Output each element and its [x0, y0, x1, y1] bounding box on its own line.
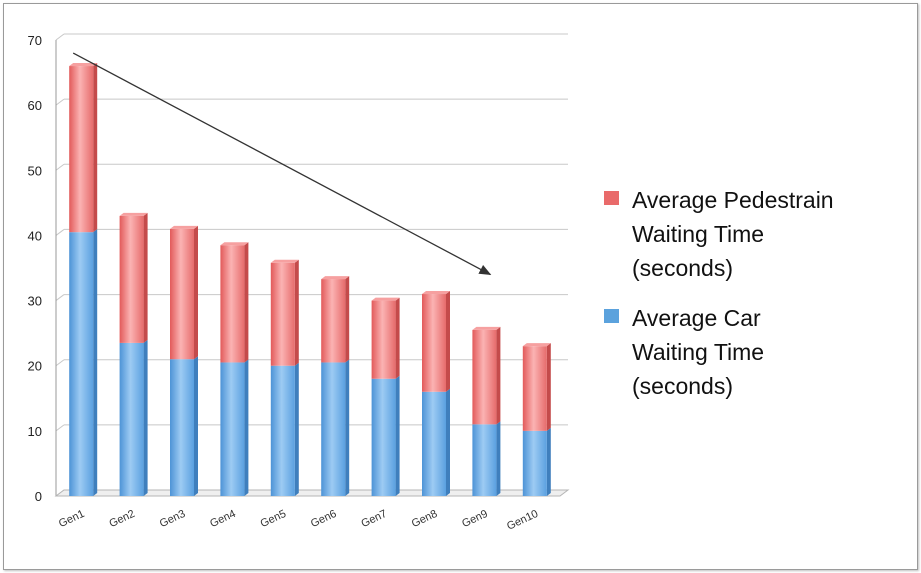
- legend-swatch-car: [604, 309, 619, 323]
- bar-segment-car: [472, 424, 497, 496]
- y-tick-label: 40: [28, 228, 42, 243]
- bar-side-car: [345, 359, 350, 496]
- bar-segment-car: [270, 365, 295, 496]
- legend-label-pedestrian: Average Pedestrain Waiting Time (seconds…: [632, 183, 914, 285]
- bar-side-pedestrian: [143, 212, 148, 343]
- y-tick-label: 30: [28, 294, 42, 309]
- x-category-label: Gen7: [359, 508, 388, 530]
- bar-side-pedestrian: [496, 326, 501, 425]
- bar-segment-car: [321, 362, 346, 496]
- bar-side-car: [93, 229, 98, 496]
- bar-segment-pedestrian: [170, 228, 194, 360]
- bar-side-car: [294, 362, 299, 496]
- x-category-label: Gen3: [158, 508, 187, 530]
- gridline-side: [55, 294, 65, 301]
- bar-segment-pedestrian: [422, 294, 446, 392]
- bar-side-pedestrian: [93, 63, 98, 233]
- gridline-side: [55, 163, 65, 171]
- bar-side-car: [244, 359, 249, 496]
- bar-segment-pedestrian: [472, 329, 497, 425]
- bar-segment-pedestrian: [119, 215, 144, 343]
- bar-top: [371, 297, 400, 301]
- legend-line: (seconds): [632, 373, 733, 399]
- bar-top: [69, 63, 98, 67]
- bar-segment-pedestrian: [321, 279, 346, 363]
- y-tick-label: 60: [28, 98, 42, 113]
- bar-segment-car: [522, 430, 547, 496]
- bar-segment-car: [69, 232, 94, 496]
- bar-segment-car: [220, 362, 245, 496]
- bar-side-pedestrian: [546, 343, 551, 431]
- x-category-label: Gen1: [57, 508, 86, 530]
- bar-top: [170, 225, 198, 229]
- bar-top: [119, 212, 148, 216]
- bar-top: [422, 291, 450, 295]
- gridline-side: [55, 98, 65, 106]
- bar-segment-car: [422, 391, 446, 496]
- bar-segment-pedestrian: [371, 300, 396, 379]
- x-category-label: Gen2: [107, 508, 136, 530]
- legend-line: Average Pedestrain: [632, 187, 834, 213]
- x-category-label: Gen6: [309, 508, 338, 530]
- x-category-label: Gen4: [208, 508, 237, 530]
- bar-side-pedestrian: [294, 259, 299, 366]
- bar-side-pedestrian: [194, 225, 198, 360]
- legend-line: Waiting Time: [632, 339, 765, 365]
- bar-segment-pedestrian: [69, 66, 94, 233]
- bar-side-pedestrian: [345, 276, 350, 363]
- bar-side-car: [395, 375, 400, 496]
- gridline-side: [55, 359, 65, 367]
- x-category-label: Gen10: [505, 508, 540, 533]
- bar-side-pedestrian: [446, 291, 450, 392]
- bar-side-car: [194, 356, 198, 496]
- bar-top: [270, 259, 299, 263]
- gridline-side: [55, 33, 65, 41]
- x-category-label: Gen9: [460, 508, 489, 530]
- legend-label-car: Average Car Waiting Time (seconds): [632, 301, 914, 403]
- legend-line: Average Car: [632, 305, 761, 331]
- y-tick-label: 70: [28, 33, 42, 48]
- bar-side-car: [446, 388, 450, 496]
- trend-arrow: [72, 52, 492, 276]
- gridline-side: [55, 229, 65, 236]
- legend-item-pedestrian: Average Pedestrain Waiting Time (seconds…: [604, 183, 914, 285]
- bar-top: [522, 343, 551, 347]
- x-axis-category-labels: Gen1 Gen2 Gen3 Gen4 Gen5 Gen6 Gen7 Gen8 Gen9 Gen1…: [57, 508, 540, 533]
- bar-side-car: [143, 339, 148, 496]
- legend-line: Waiting Time: [632, 221, 765, 247]
- bar-top: [220, 242, 249, 246]
- bars: [69, 63, 551, 496]
- legend-line: (seconds): [632, 255, 733, 281]
- bar-top: [321, 276, 350, 280]
- trend-arrow-line: [72, 52, 492, 276]
- y-tick-label: 10: [28, 424, 42, 439]
- y-tick-label: 20: [28, 359, 42, 374]
- bar-segment-pedestrian: [522, 346, 547, 431]
- gridline-side: [55, 424, 65, 432]
- bar-side-pedestrian: [395, 297, 400, 379]
- bar-side-car: [546, 427, 551, 496]
- bar-side-pedestrian: [244, 242, 249, 363]
- y-tick-label: 50: [28, 163, 42, 178]
- legend: Average Pedestrain Waiting Time (seconds…: [604, 183, 914, 419]
- bar-side-car: [496, 421, 501, 496]
- bar-segment-car: [119, 342, 144, 496]
- bar-top: [472, 326, 501, 330]
- chart-frame: [3, 3, 918, 570]
- bar-segment-car: [170, 359, 194, 496]
- y-axis-tick-labels: 0 10 20 30 40 50 60 70: [28, 33, 42, 504]
- bar-segment-pedestrian: [270, 262, 295, 366]
- x-category-label: Gen8: [410, 508, 439, 530]
- legend-item-car: Average Car Waiting Time (seconds): [604, 301, 914, 403]
- y-tick-label: 0: [35, 489, 42, 504]
- bar-segment-car: [371, 378, 396, 496]
- legend-swatch-pedestrian: [604, 191, 619, 205]
- bar-segment-pedestrian: [220, 245, 245, 363]
- x-category-label: Gen5: [259, 508, 288, 530]
